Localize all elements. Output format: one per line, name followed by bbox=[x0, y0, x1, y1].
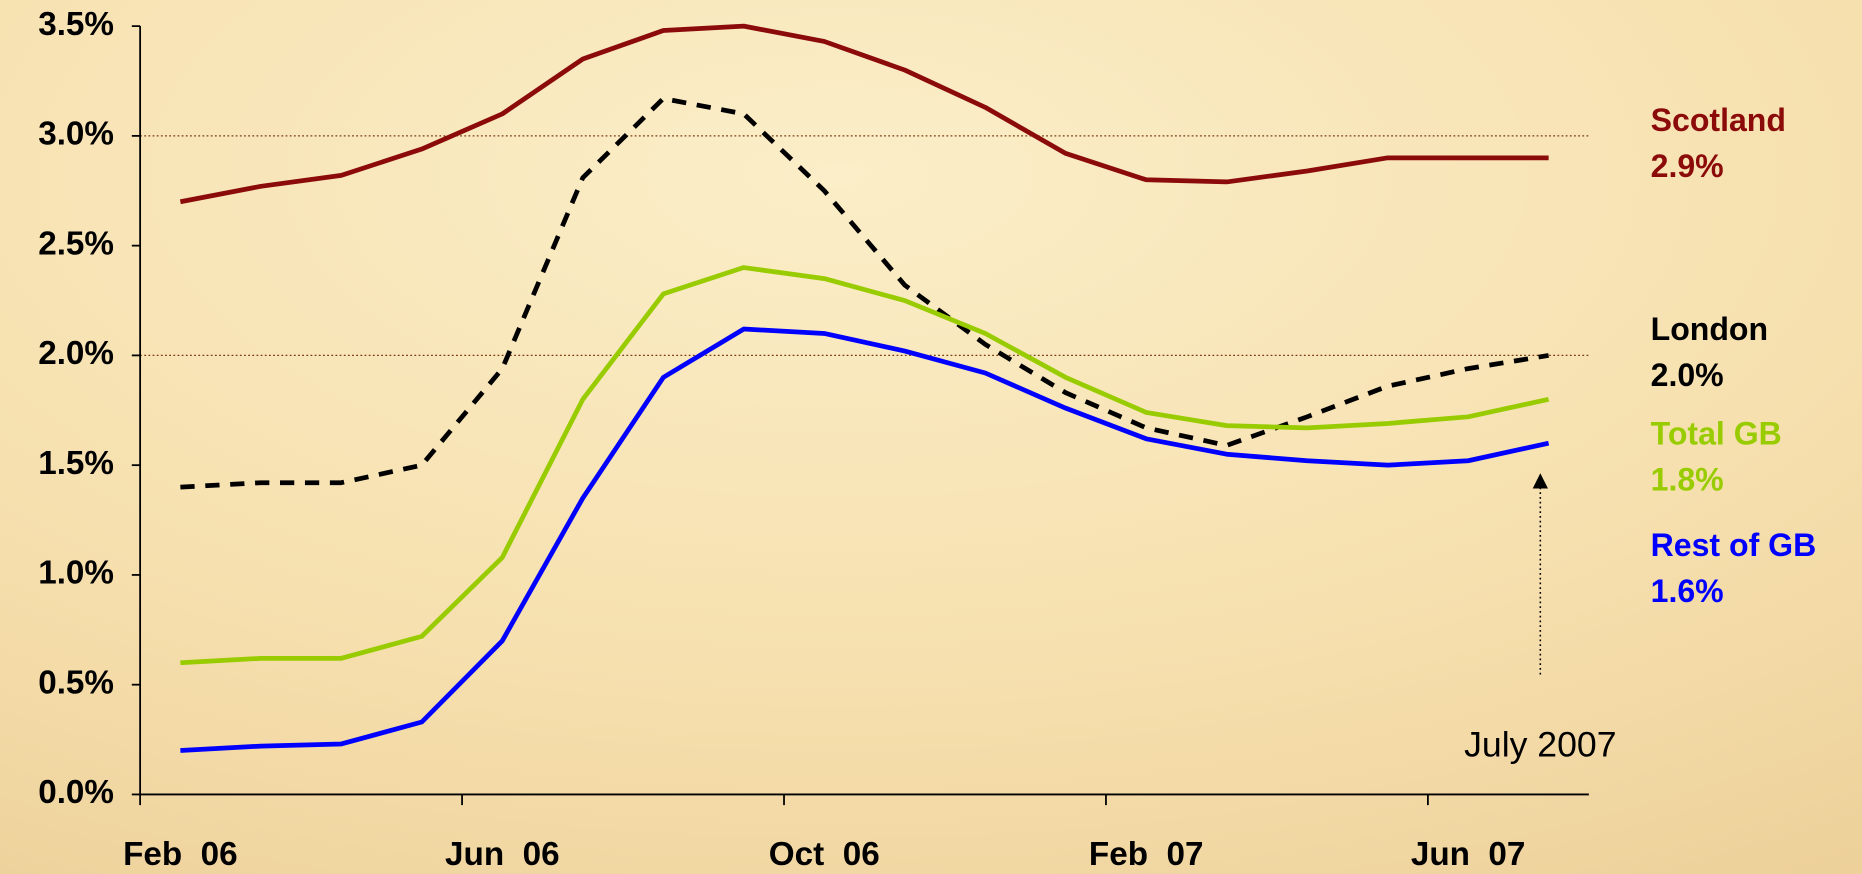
series-label: Total GB bbox=[1651, 415, 1782, 451]
y-tick-label: 1.0% bbox=[38, 555, 114, 592]
series-value-label: 1.6% bbox=[1651, 573, 1724, 609]
series-line bbox=[180, 265, 1550, 666]
y-tick-label: 3.0% bbox=[38, 116, 114, 153]
x-tick-label: Oct 06 bbox=[769, 836, 880, 873]
series-value-label: 2.9% bbox=[1651, 148, 1724, 184]
x-tick-label: Jun 07 bbox=[1411, 836, 1526, 873]
y-tick-label: 1.5% bbox=[38, 445, 114, 482]
series-label: Scotland bbox=[1651, 102, 1786, 138]
annotation: July 2007 bbox=[1464, 724, 1616, 764]
series-line bbox=[180, 326, 1550, 753]
y-tick-label: 0.0% bbox=[38, 774, 114, 811]
series-line bbox=[180, 96, 1550, 490]
x-tick-label: Feb 07 bbox=[1089, 836, 1204, 873]
series-value-label: 2.0% bbox=[1651, 357, 1724, 393]
series-line bbox=[179, 23, 1549, 205]
y-tick-label: 3.5% bbox=[38, 6, 114, 43]
y-tick-label: 2.0% bbox=[38, 335, 114, 372]
y-tick-label: 0.5% bbox=[38, 664, 114, 701]
x-tick-label: Feb 06 bbox=[123, 836, 238, 873]
series-value-label: 1.8% bbox=[1651, 462, 1724, 498]
y-tick-label: 2.5% bbox=[38, 225, 114, 262]
series-label: London bbox=[1651, 311, 1768, 347]
series-label: Rest of GB bbox=[1651, 527, 1817, 563]
x-tick-label: Jun 06 bbox=[445, 836, 560, 873]
